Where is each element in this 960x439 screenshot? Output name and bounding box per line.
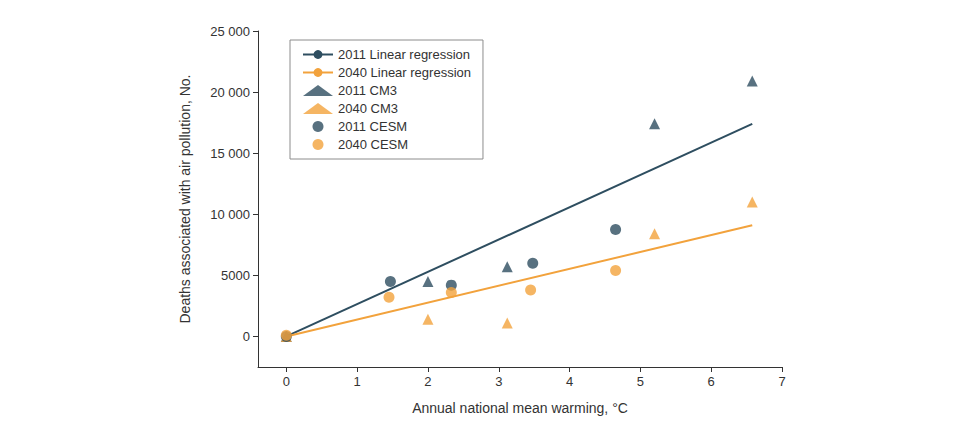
svg-text:1: 1: [354, 374, 361, 389]
svg-text:10 000: 10 000: [210, 207, 250, 222]
svg-text:25 000: 25 000: [210, 24, 250, 39]
svg-text:Annual national mean warming,: Annual national mean warming, °C: [412, 400, 628, 416]
svg-text:2040 CM3: 2040 CM3: [338, 101, 398, 116]
svg-text:4: 4: [566, 374, 573, 389]
svg-text:2011 CM3: 2011 CM3: [338, 83, 397, 98]
svg-text:Deaths associated with air pol: Deaths associated with air pollution, No…: [177, 74, 193, 323]
svg-text:2040 Linear regression: 2040 Linear regression: [338, 65, 471, 80]
svg-text:2040 CESM: 2040 CESM: [338, 137, 408, 152]
svg-text:0: 0: [243, 329, 250, 344]
svg-text:6: 6: [708, 374, 715, 389]
svg-text:2011 CESM: 2011 CESM: [338, 119, 407, 134]
svg-text:5: 5: [637, 374, 644, 389]
svg-text:5000: 5000: [221, 268, 250, 283]
svg-text:2011 Linear regression: 2011 Linear regression: [338, 47, 470, 62]
svg-text:2: 2: [424, 374, 431, 389]
svg-text:20 000: 20 000: [210, 85, 250, 100]
svg-text:15 000: 15 000: [210, 146, 250, 161]
svg-text:7: 7: [778, 374, 785, 389]
svg-text:0: 0: [283, 374, 290, 389]
svg-text:3: 3: [495, 374, 502, 389]
